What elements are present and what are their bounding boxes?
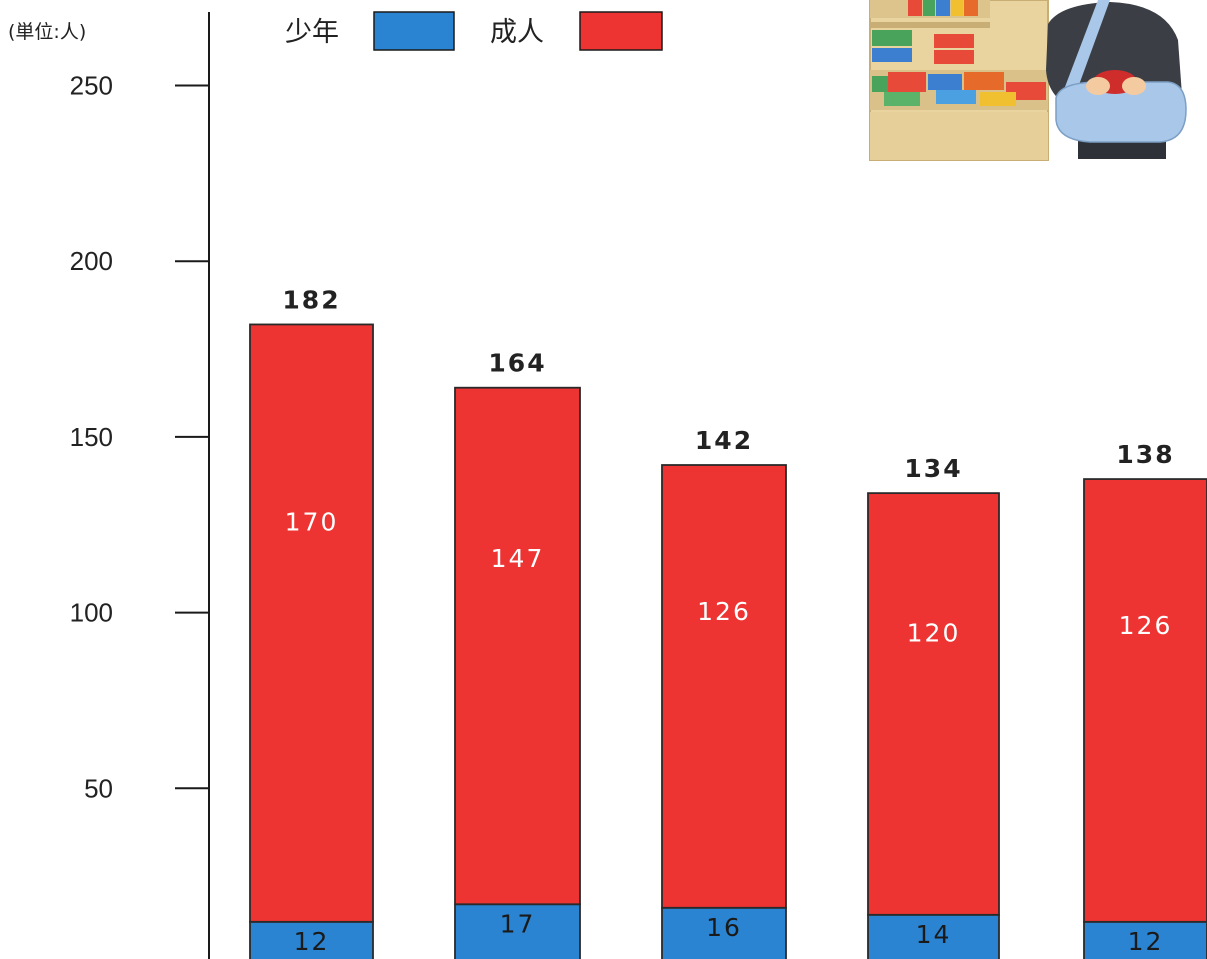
data-label-total: 138	[1116, 440, 1174, 469]
bar-segment-adult	[661, 464, 787, 909]
y-tick-label: 150	[70, 422, 113, 452]
legend-swatch-youth	[373, 11, 455, 51]
bar-segment-adult	[249, 323, 374, 923]
data-label-total: 134	[904, 454, 962, 483]
legend: 少年 成人	[285, 11, 663, 51]
bar-segment-adult	[867, 492, 1000, 916]
y-tick-label: 250	[70, 71, 113, 101]
y-tick-label: 100	[70, 598, 113, 628]
data-label-youth: 12	[294, 927, 330, 956]
data-label-youth: 16	[706, 913, 742, 942]
y-tick-label: 50	[84, 773, 113, 803]
bar-segment-youth	[661, 906, 787, 959]
data-label-adult: 126	[1119, 611, 1173, 640]
legend-label-youth: 少年	[285, 17, 339, 48]
data-label-total: 164	[488, 349, 546, 378]
data-label-total: 182	[282, 285, 340, 314]
bar-segment-adult	[1083, 478, 1207, 923]
y-axis-ticks: 50 100 150 200 250	[70, 71, 209, 803]
bar-segment-adult	[454, 386, 581, 906]
data-label-youth: 12	[1128, 927, 1164, 956]
y-tick-label: 200	[70, 246, 113, 276]
data-label-adult: 147	[491, 544, 545, 573]
data-label-youth: 14	[916, 920, 952, 949]
data-label-youth: 17	[500, 909, 536, 938]
legend-label-adult: 成人	[490, 17, 544, 48]
data-label-adult: 126	[697, 597, 751, 626]
unit-label: (単位:人)	[8, 21, 86, 43]
data-label-total: 142	[695, 426, 753, 455]
bars: 12 170 182 17 147 164 16 126 142 14 120 134 12 126 138	[249, 285, 1207, 959]
legend-swatch-adult	[579, 11, 663, 51]
data-label-adult: 170	[285, 508, 339, 537]
data-label-adult: 120	[907, 618, 961, 647]
bookstore-shoplifting-illustration	[869, 0, 1187, 161]
